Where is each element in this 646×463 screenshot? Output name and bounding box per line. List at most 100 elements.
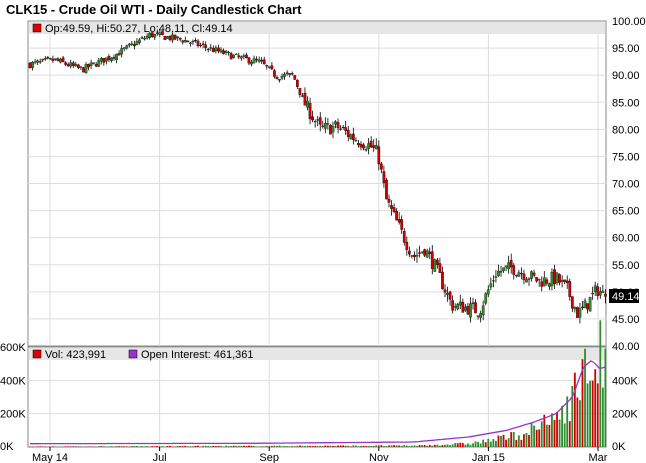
candle-body [517,272,521,277]
candle-body [301,95,304,97]
volume-bar [548,424,551,447]
volume-bar [62,446,64,448]
candle-body [105,57,108,62]
candle-body [49,58,52,60]
candle-body [484,293,488,304]
volume-bar [497,435,500,447]
candle-body [135,41,139,45]
volume-bar [151,446,154,447]
candle-body [474,302,477,314]
volume-bar [510,432,513,447]
candle-body [578,308,582,318]
volume-bar [36,446,39,447]
volume-bar [242,445,245,447]
candle-body [331,126,335,133]
volume-bar [563,423,566,447]
candle-body [232,54,236,58]
candle-body [245,54,248,59]
volume-bar [385,446,388,447]
price-y-axis: 100.00 95.00 90.00 85.00 80.00 75.00 70.00 65.0… [612,16,646,353]
volume-bar [169,446,171,447]
candle-body [369,140,373,148]
volume-bar [482,439,485,447]
volume-bar [161,446,164,447]
candle-body [413,254,416,258]
candle-body [458,301,462,306]
candle-body [441,271,444,290]
volume-bar [59,446,62,448]
price-y-tick-label: 65.00 [612,206,640,218]
volume-bar [469,444,472,447]
candle-body [79,66,83,68]
volume-bar [125,446,128,447]
volume-bar [273,445,276,447]
candle-body [94,64,98,67]
volume-bar [57,446,59,448]
volume-bar [49,446,52,448]
candle-body [560,279,564,282]
candle-body [380,163,383,170]
candle-body [507,262,511,270]
candle-body [334,121,337,125]
candle-body [255,58,258,61]
candle-body [530,271,533,279]
candle-body [59,59,62,63]
candle-body [153,33,157,38]
volume-right-tick-label: 0K [612,441,626,453]
volume-bar [446,444,449,447]
candle-body [481,305,485,316]
volume-bar [474,441,477,447]
volume-gridlines [28,360,606,447]
candle-body [56,58,60,61]
volume-bar [507,438,510,447]
candle-body [82,67,85,73]
volume-bar [591,380,594,447]
volume-bar [286,446,289,447]
candle-body [545,279,549,284]
volume-bar [189,446,192,447]
volume-bar [454,443,457,447]
volume-bar [477,441,479,447]
volume-bar [523,434,525,447]
volume-bar [342,445,345,447]
volume-bar [411,445,413,447]
candle-body [598,291,602,296]
volume-bar [431,445,434,447]
volume-bar [512,432,515,447]
candle-body [349,134,353,140]
volume-bar [467,443,469,447]
volume-bar [439,445,441,447]
volume-right-tick-label: 400K [612,375,638,387]
readout-sep-3: , [186,23,192,35]
volume-bar [52,446,54,447]
volume-bar [97,446,100,447]
candle-body [385,179,388,200]
candle-body [69,62,73,67]
candle-body [448,291,452,300]
candle-body [601,290,605,293]
volume-bar [260,446,263,447]
candle-body [107,56,111,60]
candle-body [138,39,141,43]
price-y-tick-label: 75.00 [612,151,640,163]
candle-body [563,279,567,282]
candle-body [127,43,131,46]
volume-bar [141,446,143,447]
candle-body [176,36,180,38]
x-tick-label: May 14 [32,452,68,463]
volume-bar [209,446,212,447]
volume-y-axes: 600K 400K 200K 0K 400K 200K 0K [0,342,638,453]
volume-plot-area [27,346,607,448]
candle-body [453,306,457,308]
candle-body [420,251,424,253]
candle-body [351,133,355,141]
price-y-tick-label: 80.00 [612,124,640,136]
candle-body [451,300,454,311]
price-y-tick-label: 100.00 [612,16,646,28]
volume-bar [344,445,347,447]
candle-body [428,251,432,254]
volume-bar [545,424,548,447]
candle-body [158,32,162,36]
volume-bar [594,369,597,447]
vol-swatch [32,349,42,359]
